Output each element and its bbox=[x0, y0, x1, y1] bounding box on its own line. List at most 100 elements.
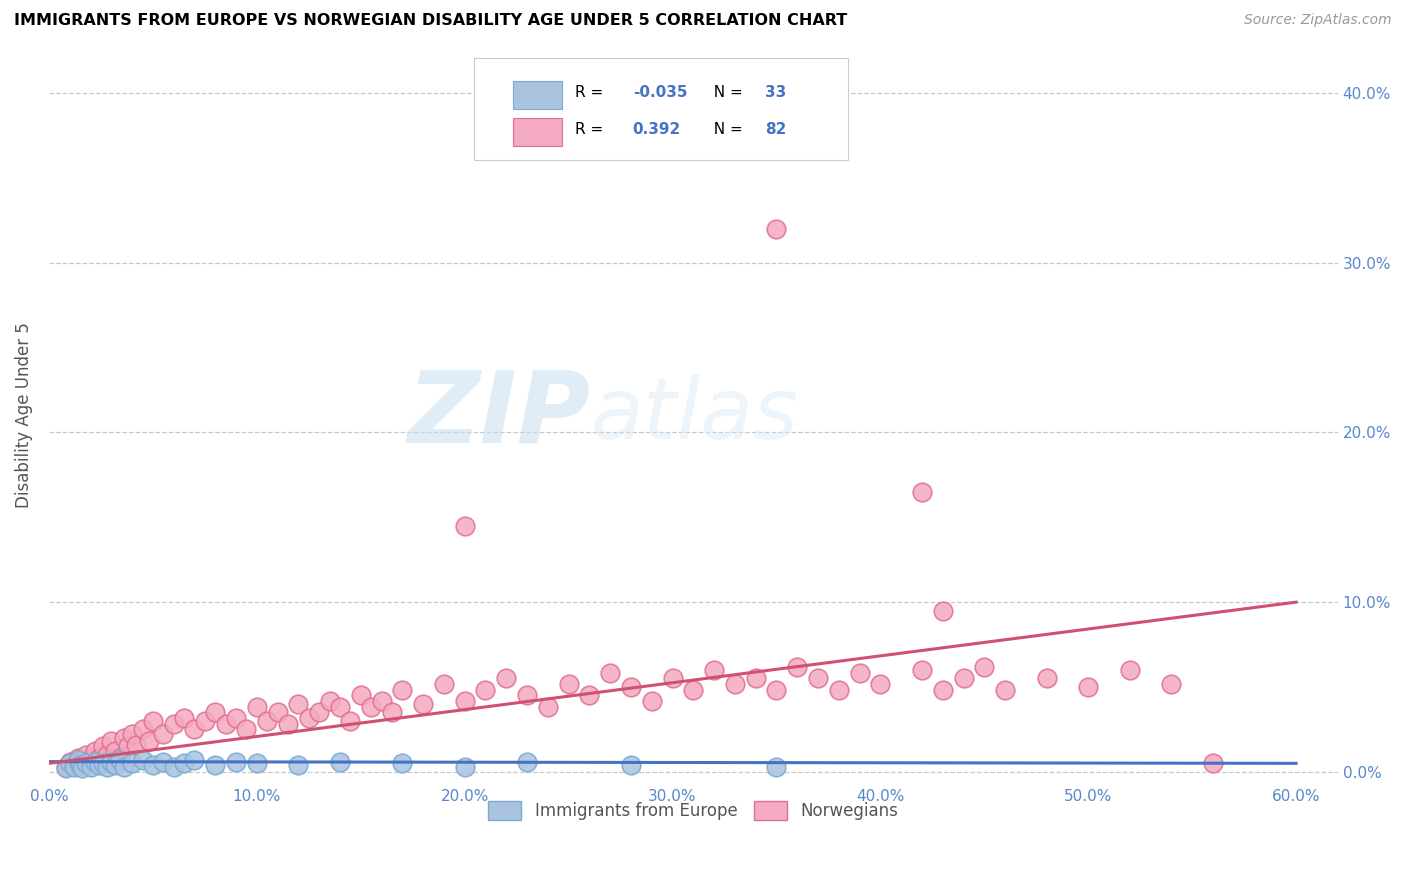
Point bbox=[70, 761, 93, 775]
Point bbox=[55, 760, 77, 774]
Point bbox=[994, 683, 1017, 698]
Point bbox=[246, 700, 269, 714]
Point bbox=[287, 758, 309, 772]
Point bbox=[142, 758, 165, 772]
Point bbox=[932, 604, 955, 618]
Point bbox=[433, 676, 456, 690]
Point bbox=[125, 738, 148, 752]
Point bbox=[474, 683, 496, 698]
Point bbox=[69, 758, 91, 772]
Point bbox=[163, 717, 186, 731]
Point bbox=[318, 693, 340, 707]
Point bbox=[256, 714, 278, 728]
Point bbox=[194, 714, 217, 728]
Point bbox=[724, 676, 747, 690]
Point bbox=[360, 700, 382, 714]
Point bbox=[661, 672, 683, 686]
Point bbox=[83, 744, 105, 758]
Point bbox=[214, 717, 236, 731]
Point bbox=[131, 723, 153, 737]
Point bbox=[79, 760, 101, 774]
Point bbox=[104, 758, 127, 772]
Point bbox=[1160, 676, 1182, 690]
Point bbox=[1035, 672, 1057, 686]
Text: 33: 33 bbox=[765, 86, 787, 101]
Point bbox=[108, 753, 131, 767]
Point bbox=[235, 723, 257, 737]
Point bbox=[246, 756, 269, 771]
Point bbox=[183, 753, 205, 767]
Point bbox=[70, 756, 93, 771]
Point bbox=[59, 755, 82, 769]
Text: IMMIGRANTS FROM EUROPE VS NORWEGIAN DISABILITY AGE UNDER 5 CORRELATION CHART: IMMIGRANTS FROM EUROPE VS NORWEGIAN DISA… bbox=[14, 13, 848, 29]
Point bbox=[911, 484, 934, 499]
Point bbox=[104, 744, 127, 758]
Point bbox=[765, 683, 787, 698]
Point bbox=[287, 697, 309, 711]
Point bbox=[932, 683, 955, 698]
Point bbox=[453, 760, 475, 774]
Point bbox=[765, 760, 787, 774]
Point bbox=[266, 706, 288, 720]
Point bbox=[112, 731, 135, 745]
Point bbox=[121, 756, 143, 771]
FancyBboxPatch shape bbox=[474, 58, 848, 161]
Point bbox=[453, 693, 475, 707]
Point bbox=[63, 758, 86, 772]
Point bbox=[1077, 680, 1099, 694]
Point bbox=[75, 747, 97, 762]
Point bbox=[67, 753, 90, 767]
Point bbox=[308, 706, 330, 720]
Point bbox=[152, 727, 174, 741]
Point bbox=[578, 689, 600, 703]
Point bbox=[87, 751, 110, 765]
Point bbox=[55, 761, 77, 775]
Point bbox=[329, 755, 352, 769]
Point bbox=[117, 739, 139, 754]
Point bbox=[412, 697, 434, 711]
Point bbox=[183, 723, 205, 737]
Point bbox=[682, 683, 704, 698]
Point bbox=[96, 747, 118, 762]
Point bbox=[537, 700, 560, 714]
Point bbox=[298, 710, 321, 724]
Text: -0.035: -0.035 bbox=[633, 86, 688, 101]
Point bbox=[91, 739, 114, 754]
Point bbox=[786, 659, 808, 673]
Point bbox=[869, 676, 891, 690]
Point bbox=[557, 676, 579, 690]
Point bbox=[848, 666, 870, 681]
Legend: Immigrants from Europe, Norwegians: Immigrants from Europe, Norwegians bbox=[481, 794, 905, 827]
Point bbox=[973, 659, 995, 673]
Point bbox=[96, 760, 118, 774]
Point bbox=[204, 706, 226, 720]
Point bbox=[112, 760, 135, 774]
Point bbox=[152, 755, 174, 769]
Point bbox=[828, 683, 851, 698]
Point bbox=[83, 755, 105, 769]
Point bbox=[63, 760, 86, 774]
Point bbox=[225, 755, 247, 769]
Text: R =: R = bbox=[575, 86, 607, 101]
Y-axis label: Disability Age Under 5: Disability Age Under 5 bbox=[15, 323, 32, 508]
Text: atlas: atlas bbox=[591, 374, 799, 457]
Point bbox=[163, 760, 186, 774]
Point bbox=[225, 710, 247, 724]
Text: Source: ZipAtlas.com: Source: ZipAtlas.com bbox=[1244, 13, 1392, 28]
Point bbox=[599, 666, 621, 681]
Point bbox=[391, 756, 413, 771]
Point bbox=[952, 672, 974, 686]
Point bbox=[765, 222, 787, 236]
Point bbox=[91, 756, 114, 771]
Text: N =: N = bbox=[703, 86, 747, 101]
Point bbox=[79, 753, 101, 767]
Point bbox=[620, 758, 643, 772]
Point bbox=[173, 710, 195, 724]
Text: N =: N = bbox=[703, 122, 747, 137]
Point bbox=[703, 663, 725, 677]
Point bbox=[329, 700, 352, 714]
Point bbox=[911, 663, 934, 677]
Point bbox=[381, 706, 404, 720]
Text: ZIP: ZIP bbox=[408, 367, 591, 464]
FancyBboxPatch shape bbox=[513, 118, 562, 145]
